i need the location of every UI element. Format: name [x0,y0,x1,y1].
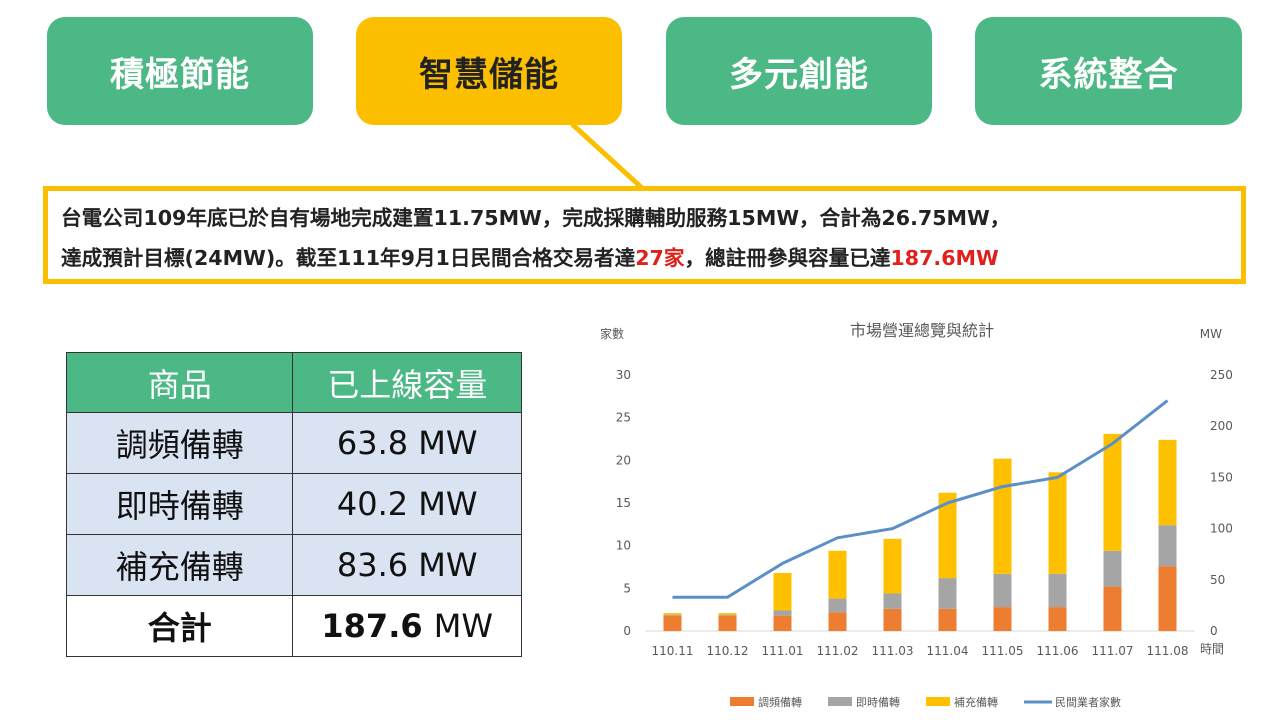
callout-box: 台電公司109年底已於自有場地完成建置11.75MW，完成採購輔助服務15MW，… [43,186,1246,284]
table-row: 調頻備轉 63.8 MW [65,412,522,474]
registered-capacity: 187.6MW [890,246,999,270]
left-tick-label: 15 [616,496,631,510]
bar-即時備轉 [883,593,902,609]
right-tick-label: 200 [1210,419,1233,433]
table-total-row: 合計 187.6 MW [65,595,522,657]
right-tick-label: 150 [1210,470,1233,484]
legend-swatch [828,697,852,706]
left-tick-label: 25 [616,411,631,425]
bar-補充備轉 [993,458,1012,574]
right-tick-label: 250 [1210,368,1233,382]
bar-即時備轉 [1103,550,1122,587]
bar-即時備轉 [828,598,847,613]
legend-swatch [926,697,950,706]
x-tick-label: 111.07 [1092,644,1134,658]
legend-label: 補充備轉 [954,695,998,709]
tab-system-integration[interactable]: 系統整合 [975,17,1242,125]
bar-調頻備轉 [1158,566,1177,631]
right-tick-label: 50 [1210,573,1225,587]
bar-即時備轉 [1048,573,1067,608]
left-tick-label: 30 [616,368,631,382]
bar-即時備轉 [1158,525,1177,567]
left-tick-label: 5 [623,581,631,595]
left-axis-label: 家數 [600,326,624,341]
right-tick-label: 0 [1210,624,1218,638]
x-tick-label: 110.11 [652,644,694,658]
total-label: 合計 [65,595,294,657]
header-capacity: 已上線容量 [292,352,522,413]
bar-即時備轉 [993,573,1012,608]
bar-補充備轉 [1048,472,1067,574]
x-tick-label: 111.03 [872,644,914,658]
total-number: 187.6 [321,607,423,645]
bar-調頻備轉 [663,615,682,631]
left-tick-label: 0 [623,624,631,638]
header-product: 商品 [65,352,294,413]
x-tick-label: 110.12 [707,644,749,658]
bar-調頻備轉 [1048,607,1067,631]
capacity-cell: 83.6 MW [292,534,522,596]
capacity-cell: 40.2 MW [292,473,522,535]
product-cell: 調頻備轉 [65,412,294,474]
bar-調頻備轉 [718,615,737,631]
bar-即時備轉 [718,614,737,616]
table-row: 補充備轉 83.6 MW [65,534,522,596]
left-tick-label: 20 [616,453,631,467]
tab-diverse-generation[interactable]: 多元創能 [666,17,932,125]
table-header-row: 商品 已上線容量 [65,352,522,413]
bar-即時備轉 [938,578,957,609]
callout-pointer [570,122,644,190]
legend-label: 民間業者家數 [1055,695,1121,709]
total-value: 187.6 MW [292,595,522,657]
x-tick-label: 111.08 [1147,644,1189,658]
table-row: 即時備轉 40.2 MW [65,473,522,535]
bar-補充備轉 [773,572,792,611]
bar-調頻備轉 [828,612,847,631]
line-series-民間業者家數 [672,399,1169,599]
market-operations-chart: 市場營運總覽與統計 家數 MW 時間 0 5 10 15 20 25 30 0 50 100 150… [600,321,1233,709]
legend-label: 即時備轉 [856,696,900,709]
bar-補充備轉 [1103,433,1122,551]
callout-text: ，總註冊參與容量已達 [684,246,891,270]
legend-swatch [730,697,754,706]
x-tick-label: 111.06 [1037,644,1079,658]
callout-line-2: 達成預計目標(24MW)。截至111年9月1日民間合格交易者達27家，總註冊參與… [61,238,1229,278]
bar-調頻備轉 [773,615,792,631]
capacity-cell: 63.8 MW [292,412,522,474]
bar-即時備轉 [773,610,792,616]
trader-count: 27家 [635,246,685,270]
callout-text: 達成預計目標(24MW)。截至111年9月1日民間合格交易者達 [61,246,636,270]
bar-即時備轉 [663,614,682,616]
bar-補充備轉 [1158,439,1177,526]
total-unit: MW [433,607,493,645]
x-axis-label: 時間 [1200,642,1224,656]
bar-調頻備轉 [883,608,902,631]
right-tick-label: 100 [1210,522,1233,536]
bar-補充備轉 [938,492,957,579]
bar-調頻備轉 [938,608,957,631]
x-tick-label: 111.05 [982,644,1024,658]
bar-補充備轉 [828,550,847,599]
bar-調頻備轉 [1103,586,1122,631]
x-tick-label: 111.04 [927,644,969,658]
product-cell: 補充備轉 [65,534,294,596]
bar-補充備轉 [663,613,682,615]
tab-active-energy-saving[interactable]: 積極節能 [47,17,313,125]
left-tick-label: 10 [616,539,631,553]
bar-調頻備轉 [993,607,1012,631]
callout-line-1: 台電公司109年底已於自有場地完成建置11.75MW，完成採購輔助服務15MW，… [61,206,1011,230]
x-tick-label: 111.01 [762,644,804,658]
capacity-table: 商品 已上線容量 調頻備轉 63.8 MW 即時備轉 40.2 MW 補充備轉 … [65,352,522,657]
bar-補充備轉 [883,538,902,594]
x-tick-label: 111.02 [817,644,859,658]
bar-補充備轉 [718,613,737,615]
legend-label: 調頻備轉 [758,695,802,709]
product-cell: 即時備轉 [65,473,294,535]
tab-smart-storage[interactable]: 智慧儲能 [356,17,622,125]
right-axis-label: MW [1200,327,1222,341]
chart-title: 市場營運總覽與統計 [850,321,994,340]
